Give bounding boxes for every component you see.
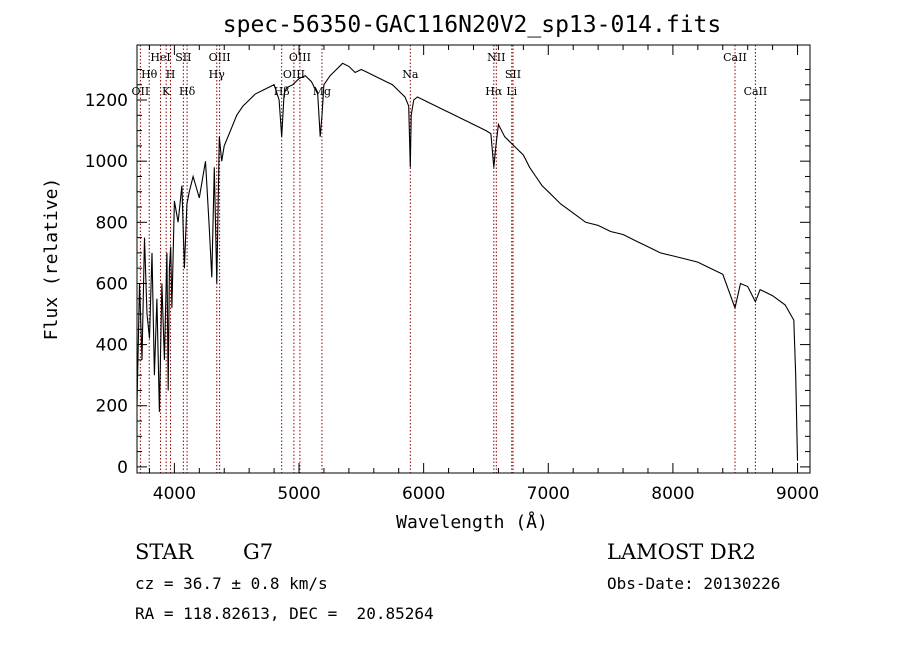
object-subclass: G7 xyxy=(243,540,274,564)
y-tick-label: 200 xyxy=(96,397,128,417)
spectral-line-label: CaII xyxy=(744,85,768,98)
spectral-line-label: Mg xyxy=(313,85,331,98)
spectral-line-label: Hθ xyxy=(141,68,158,81)
spectral-line-label: SII xyxy=(505,68,521,81)
spectral-line-label: K xyxy=(162,85,171,98)
spectral-line-label: OIII xyxy=(209,51,231,64)
x-tick-label: 5000 xyxy=(277,484,320,504)
x-tick-label: 6000 xyxy=(402,484,445,504)
y-tick-label: 400 xyxy=(96,336,128,356)
observation-date: Obs-Date: 20130226 xyxy=(607,574,781,593)
spectral-line-label: SII xyxy=(175,51,191,64)
chart-title: spec-56350-GAC116N20V2_sp13-014.fits xyxy=(223,12,722,38)
y-tick-label: 1200 xyxy=(85,91,128,111)
y-tick-label: 600 xyxy=(96,274,128,294)
spectral-line-label: HeI xyxy=(150,51,170,64)
spectral-line-label: H xyxy=(166,68,176,81)
spectral-line-markers xyxy=(139,45,756,473)
plot-frame xyxy=(136,44,811,474)
spectrum-series-line xyxy=(136,62,799,461)
redshift-cz: cz = 36.7 ± 0.8 km/s xyxy=(135,574,328,593)
spectral-line-label: Hδ xyxy=(179,85,196,98)
spectral-line-label: Li xyxy=(506,85,517,98)
x-tick-label: 7000 xyxy=(527,484,570,504)
spectral-line-label: OII xyxy=(132,85,150,98)
x-tick-label: 9000 xyxy=(776,484,819,504)
coordinates: RA = 118.82613, DEC = 20.85264 xyxy=(135,604,434,623)
x-axis-label: Wavelength (Å) xyxy=(396,511,548,533)
spectral-line-label: OIII xyxy=(283,68,305,81)
y-axis-ticks: 0 200 400 600 800 1000 1200 xyxy=(85,68,810,478)
spectral-line-label: Na xyxy=(402,68,419,81)
spectral-line-label: Hα xyxy=(485,85,503,98)
x-tick-label: 4000 xyxy=(153,484,196,504)
y-tick-label: 1000 xyxy=(85,152,128,172)
data-release: LAMOST DR2 xyxy=(607,540,756,564)
x-tick-label: 8000 xyxy=(651,484,694,504)
spectral-line-labels: OIIHθHeIKHSIIHδHγOIIIHβOIIIOIIIMgNaHαNII… xyxy=(132,51,768,98)
spectral-line-label: NII xyxy=(487,51,505,64)
y-tick-label: 800 xyxy=(96,213,128,233)
y-axis-label: Flux (relative) xyxy=(41,178,62,341)
spectral-line-label: OIII xyxy=(289,51,311,64)
spectral-line-label: Hγ xyxy=(209,68,226,81)
x-axis-ticks: 4000 5000 6000 7000 8000 9000 xyxy=(148,45,819,504)
object-class: STAR xyxy=(135,540,194,564)
spectral-line-label: CaII xyxy=(723,51,747,64)
y-tick-label: 0 xyxy=(117,458,128,478)
